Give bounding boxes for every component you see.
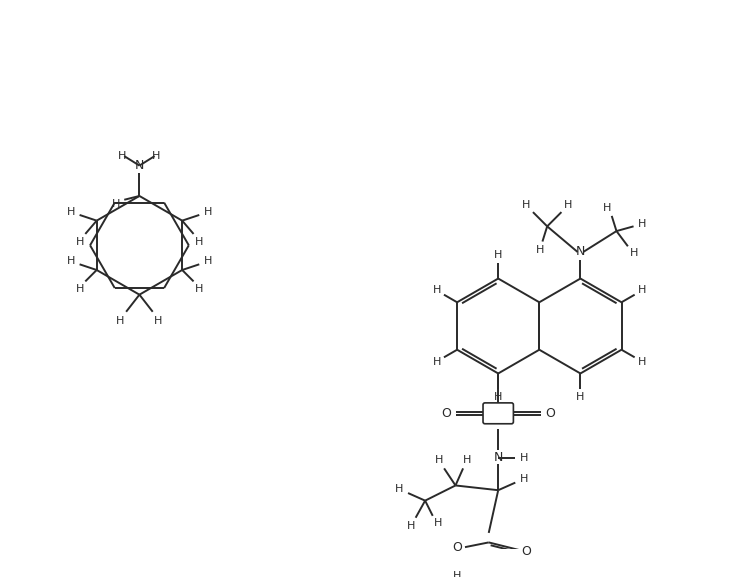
Text: H: H — [638, 286, 646, 295]
Text: O: O — [441, 407, 451, 420]
Text: H: H — [638, 219, 646, 230]
Text: H: H — [111, 198, 120, 208]
Text: H: H — [463, 455, 471, 465]
Text: H: H — [536, 245, 544, 255]
Text: H: H — [519, 453, 528, 463]
Text: H: H — [67, 256, 75, 267]
Text: N: N — [493, 451, 503, 464]
Text: O: O — [545, 407, 555, 420]
Text: H: H — [519, 474, 528, 484]
Text: H: H — [76, 284, 84, 294]
Text: O: O — [522, 545, 532, 559]
Text: H: H — [577, 392, 585, 402]
Text: H: H — [432, 286, 441, 295]
Text: H: H — [522, 200, 531, 211]
Text: H: H — [152, 151, 160, 161]
Text: H: H — [116, 316, 125, 326]
Text: H: H — [76, 237, 84, 246]
Text: H: H — [638, 357, 646, 366]
Text: H: H — [564, 200, 572, 211]
Text: H: H — [435, 455, 444, 465]
Text: H: H — [494, 250, 502, 260]
Text: As: As — [490, 407, 506, 420]
Text: H: H — [453, 571, 461, 577]
Text: H: H — [406, 521, 415, 531]
Text: H: H — [195, 284, 204, 294]
Text: H: H — [67, 207, 75, 217]
Text: H: H — [432, 357, 441, 366]
Text: H: H — [195, 237, 204, 246]
Text: H: H — [155, 316, 163, 326]
Text: H: H — [630, 248, 639, 258]
Text: H: H — [204, 207, 212, 217]
Text: H: H — [494, 392, 502, 402]
Text: N: N — [134, 159, 144, 172]
Text: N: N — [576, 245, 585, 258]
Text: H: H — [603, 203, 611, 213]
Text: O: O — [452, 541, 462, 554]
Text: H: H — [395, 484, 403, 494]
Text: H: H — [434, 518, 443, 529]
FancyBboxPatch shape — [483, 403, 513, 424]
Text: H: H — [204, 256, 212, 267]
Text: H: H — [118, 151, 126, 161]
